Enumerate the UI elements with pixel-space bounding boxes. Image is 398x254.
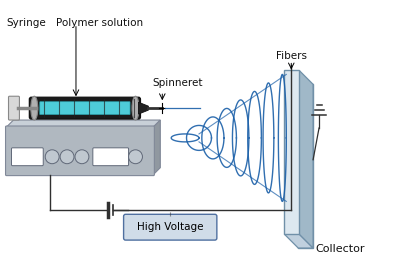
Text: Spinneret: Spinneret bbox=[152, 78, 203, 88]
Polygon shape bbox=[298, 84, 313, 248]
Polygon shape bbox=[139, 102, 148, 114]
FancyBboxPatch shape bbox=[6, 126, 154, 176]
Text: Polymer solution: Polymer solution bbox=[56, 18, 143, 28]
Circle shape bbox=[45, 150, 59, 164]
FancyBboxPatch shape bbox=[29, 97, 140, 119]
Polygon shape bbox=[153, 120, 160, 174]
FancyBboxPatch shape bbox=[8, 96, 20, 120]
Circle shape bbox=[60, 150, 74, 164]
Text: Collector: Collector bbox=[315, 244, 365, 254]
Text: Syringe: Syringe bbox=[6, 18, 46, 28]
FancyBboxPatch shape bbox=[12, 148, 43, 166]
Text: Fibers: Fibers bbox=[276, 51, 307, 60]
Circle shape bbox=[129, 150, 142, 164]
Ellipse shape bbox=[31, 96, 38, 120]
Polygon shape bbox=[6, 120, 160, 127]
Circle shape bbox=[75, 150, 89, 164]
Polygon shape bbox=[299, 70, 313, 248]
Polygon shape bbox=[284, 70, 299, 234]
FancyBboxPatch shape bbox=[40, 102, 130, 115]
FancyBboxPatch shape bbox=[124, 214, 217, 240]
FancyBboxPatch shape bbox=[93, 148, 129, 166]
Ellipse shape bbox=[132, 96, 139, 120]
Polygon shape bbox=[284, 234, 313, 248]
Text: High Voltage: High Voltage bbox=[137, 222, 203, 232]
